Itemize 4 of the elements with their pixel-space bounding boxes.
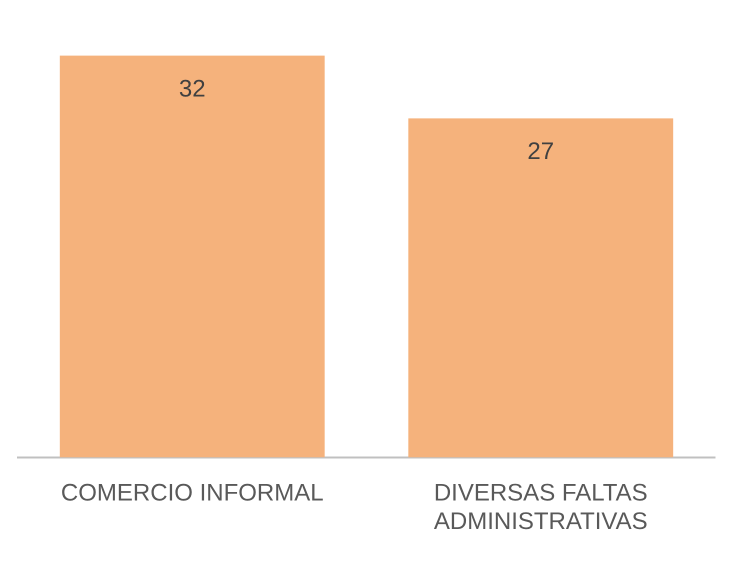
data-label: 27 (527, 138, 554, 166)
data-label: 32 (178, 75, 206, 102)
x-tick-label: COMERCIO INFORMAL (60, 479, 324, 506)
x-tick-label: DIVERSAS FALTAS ADMINISTRATIVAS (434, 479, 648, 536)
